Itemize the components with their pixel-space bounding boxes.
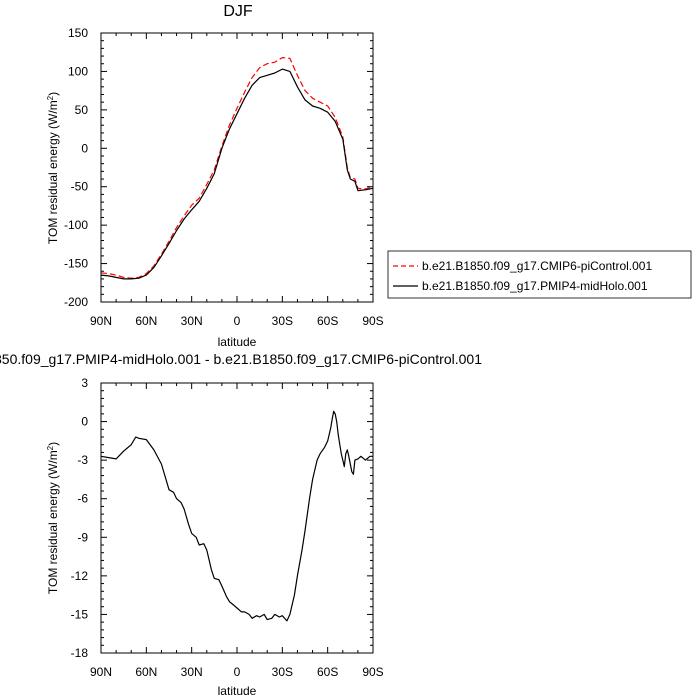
bottom-chart-y-tick-label: -18: [71, 646, 89, 660]
bottom-chart-x-axis-label: latitude: [218, 684, 257, 698]
top-chart-y-tick-label: -200: [64, 295, 88, 309]
top-chart-x-axis-label: latitude: [218, 335, 257, 349]
bottom-chart: 850.f09_g17.PMIP4-midHolo.001 - b.e21.B1…: [0, 351, 482, 698]
top-chart-y-axis-label: TOM residual energy (W/m2): [46, 92, 61, 244]
top-chart-y-tick-label: 0: [81, 141, 88, 155]
top-chart: DJF TOM residual energy (W/m2) latitude …: [46, 3, 384, 349]
bottom-chart-y-tick-label: -12: [71, 569, 89, 583]
bottom-chart-plot-frame: [100, 382, 374, 654]
bottom-chart-x-tick-label: 60S: [317, 665, 338, 679]
top-chart-x-tick-label: 30N: [181, 314, 203, 328]
top-chart-title: DJF: [223, 3, 253, 20]
bottom-chart-x-tick-label: 30N: [181, 665, 203, 679]
bottom-chart-y-tick-label: -15: [71, 607, 89, 621]
bottom-chart-series-line-0: [100, 410, 373, 622]
legend-box: [387, 250, 692, 299]
bottom-chart-y-tick-label: 0: [81, 415, 88, 429]
top-chart-y-tick-label: 100: [68, 64, 88, 78]
bottom-chart-y-tick-label: -6: [77, 492, 88, 506]
top-chart-x-tick-label: 90S: [362, 314, 383, 328]
legend: b.e21.B1850.f09_g17.CMIP6-piControl.001 …: [387, 250, 692, 299]
top-chart-y-tick-label: 150: [68, 26, 88, 40]
legend-label-picontrol: b.e21.B1850.f09_g17.CMIP6-piControl.001: [422, 259, 652, 273]
top-chart-series-line-0: [100, 56, 374, 279]
top-chart-plot-frame: [100, 32, 374, 303]
top-chart-x-tick-label: 90N: [90, 314, 112, 328]
bottom-chart-y-tick-label: -3: [77, 453, 88, 467]
top-chart-x-tick-label: 0: [234, 314, 241, 328]
top-chart-x-tick-label: 30S: [272, 314, 293, 328]
bottom-chart-x-tick-label: 0: [234, 665, 241, 679]
bottom-chart-x-tick-label: 90S: [362, 665, 383, 679]
top-chart-y-tick-label: 50: [75, 103, 89, 117]
top-chart-x-tick-label: 60N: [135, 314, 157, 328]
top-chart-y-tick-label: -100: [64, 218, 88, 232]
bottom-chart-y-tick-label: 3: [81, 376, 88, 390]
top-chart-y-tick-label: -50: [71, 180, 89, 194]
bottom-chart-y-tick-label: -9: [77, 530, 88, 544]
legend-label-midholo: b.e21.B1850.f09_g17.PMIP4-midHolo.001: [422, 279, 648, 293]
top-chart-y-tick-label: -150: [64, 257, 88, 271]
top-chart-series-line-1: [100, 68, 374, 280]
bottom-chart-x-tick-label: 60N: [135, 665, 157, 679]
bottom-chart-title: 850.f09_g17.PMIP4-midHolo.001 - b.e21.B1…: [0, 351, 482, 367]
top-chart-x-tick-label: 60S: [317, 314, 338, 328]
bottom-chart-x-tick-label: 30S: [272, 665, 293, 679]
bottom-chart-x-tick-label: 90N: [90, 665, 112, 679]
bottom-chart-y-axis-label: TOM residual energy (W/m2): [46, 442, 61, 594]
